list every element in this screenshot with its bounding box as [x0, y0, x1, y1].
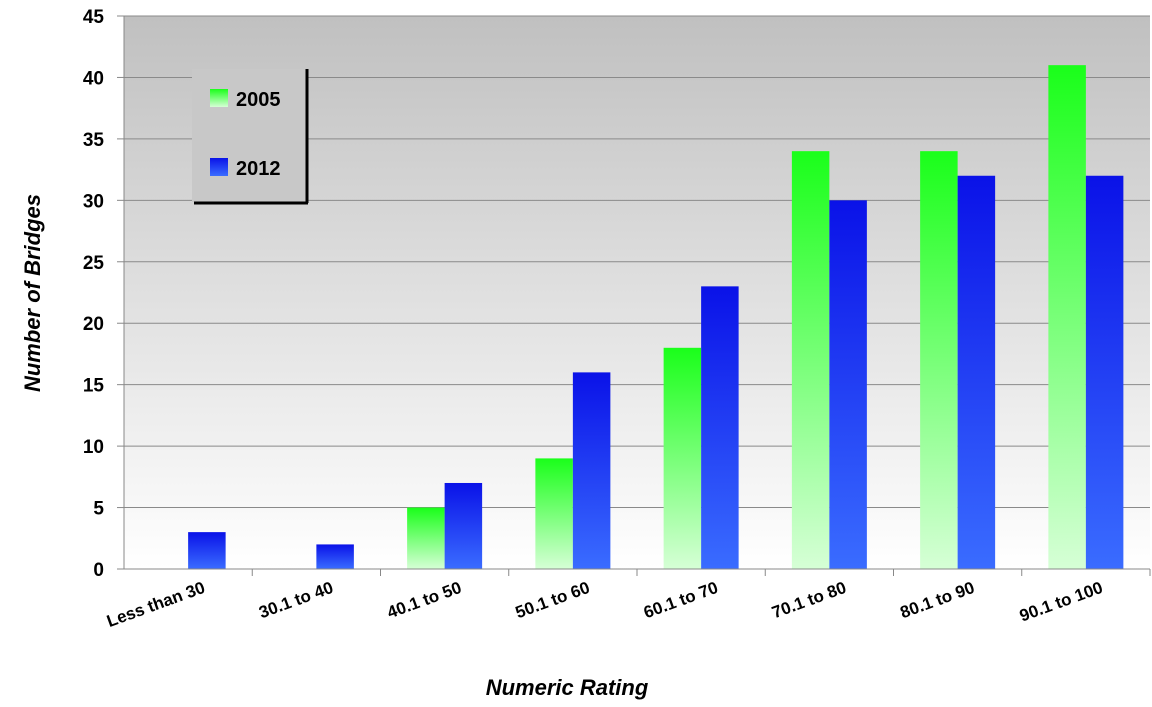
- x-tick-labels: Less than 30 30.1 to 40 40.1 to 50 50.1 to …: [104, 578, 1105, 631]
- y-tick-label: 10: [83, 437, 104, 458]
- x-tick-label: 30.1 to 40: [256, 578, 335, 622]
- bars: [188, 65, 1124, 570]
- x-tick-label: Less than 30: [104, 578, 207, 631]
- legend-swatch-2012: [210, 158, 228, 176]
- x-tick-label: 40.1 to 50: [385, 578, 464, 622]
- bar-2012: [188, 532, 226, 569]
- x-tick-label: 50.1 to 60: [513, 578, 592, 622]
- y-tick-label: 35: [83, 130, 105, 151]
- y-tick-label: 30: [83, 191, 104, 212]
- legend-label-2005: 2005: [236, 89, 281, 111]
- bar-2012: [1085, 175, 1124, 569]
- legend-label-2012: 2012: [236, 158, 281, 180]
- axes: [123, 16, 1151, 576]
- bar-2012: [829, 200, 867, 570]
- bar-2012: [701, 286, 739, 569]
- y-tick-label: 25: [83, 253, 105, 274]
- bar-2005: [1048, 65, 1086, 570]
- bar-2012: [572, 372, 611, 569]
- bar-2005: [535, 458, 573, 569]
- bar-2012: [444, 482, 483, 569]
- y-tick-label: 15: [83, 376, 105, 397]
- y-tick-label: 20: [83, 314, 104, 335]
- y-tick-label: 40: [83, 68, 104, 89]
- legend: 2005 2012: [192, 69, 309, 205]
- bar-2012: [957, 175, 996, 569]
- y-tick-label: 45: [83, 7, 105, 28]
- bar-2005: [407, 507, 445, 569]
- x-tick-label: 60.1 to 70: [641, 578, 720, 622]
- legend-swatch-2005: [210, 89, 228, 107]
- y-tick-labels: 0 5 10 15 20 25 30 35 40 45: [83, 7, 105, 581]
- x-tick-label: 70.1 to 80: [769, 578, 848, 622]
- x-tick-label: 90.1 to 100: [1017, 578, 1105, 626]
- y-tick-label: 5: [93, 499, 104, 520]
- y-axis-title: Number of Bridges: [20, 194, 45, 392]
- x-tick-label: 80.1 to 90: [898, 578, 977, 622]
- bar-2005: [791, 151, 830, 569]
- y-tick-label: 0: [93, 560, 104, 581]
- bar-2005: [663, 347, 702, 569]
- x-axis-title: Numeric Rating: [486, 675, 649, 700]
- bar-2005: [920, 151, 958, 569]
- bar-2012: [316, 544, 354, 569]
